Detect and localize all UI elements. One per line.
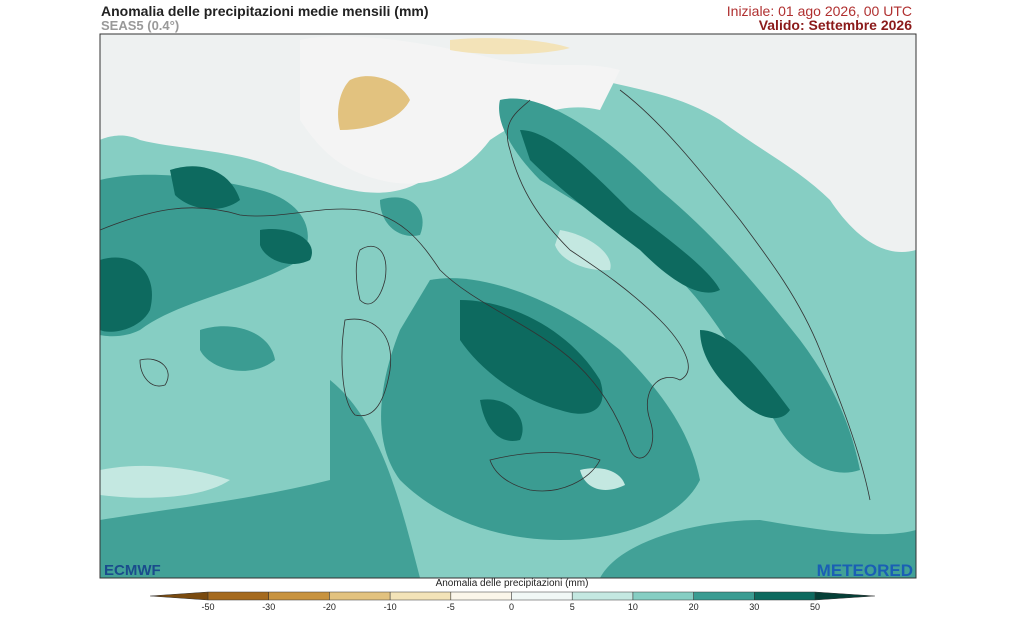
coastline	[100, 89, 871, 501]
colorbar-segment	[693, 592, 755, 600]
valid-date: Valido: Settembre 2026	[759, 17, 913, 33]
colorbar-extend-low	[150, 592, 208, 600]
colorbar-segment	[511, 592, 573, 600]
colorbar-tick-label: 30	[749, 602, 759, 612]
colorbar-segment	[450, 592, 512, 600]
colorbar-tick-label: 20	[689, 602, 699, 612]
init-date: Iniziale: 01 ago 2026, 00 UTC	[727, 3, 912, 19]
colorbar-tick-label: -50	[201, 602, 214, 612]
subtitle: SEAS5 (0.4°)	[101, 18, 179, 33]
colorbar-extend-high	[815, 592, 875, 600]
colorbar-label: Anomalia delle precipitazioni (mm)	[436, 578, 589, 589]
colorbar-segment	[208, 592, 269, 600]
colorbar-tick-label: -5	[447, 602, 455, 612]
title: Anomalia delle precipitazioni medie mens…	[101, 3, 429, 19]
map	[100, 34, 916, 578]
map-frame	[99, 33, 917, 579]
colorbar-tick-label: 50	[810, 602, 820, 612]
colorbar-tick-label: 10	[628, 602, 638, 612]
logo-right: METEORED	[817, 561, 913, 580]
colorbar-tick-label: 0	[509, 602, 514, 612]
colorbar-tick-label: -10	[384, 602, 397, 612]
colorbar-segment	[572, 592, 633, 600]
colorbar-segment	[268, 592, 330, 600]
colorbar-segment	[632, 592, 694, 600]
colorbar-tick-label: -30	[262, 602, 275, 612]
colorbar-segment	[754, 592, 815, 600]
colorbar-segment	[329, 592, 391, 600]
colorbar-tick-label: 5	[570, 602, 575, 612]
colorbar-segment	[390, 592, 451, 600]
colorbar: -50 -30 -20 -10 -5 0 5 10 20 30 50	[149, 591, 876, 612]
colorbar-tick-label: -20	[323, 602, 336, 612]
logo-left: ECMWF	[104, 562, 161, 579]
